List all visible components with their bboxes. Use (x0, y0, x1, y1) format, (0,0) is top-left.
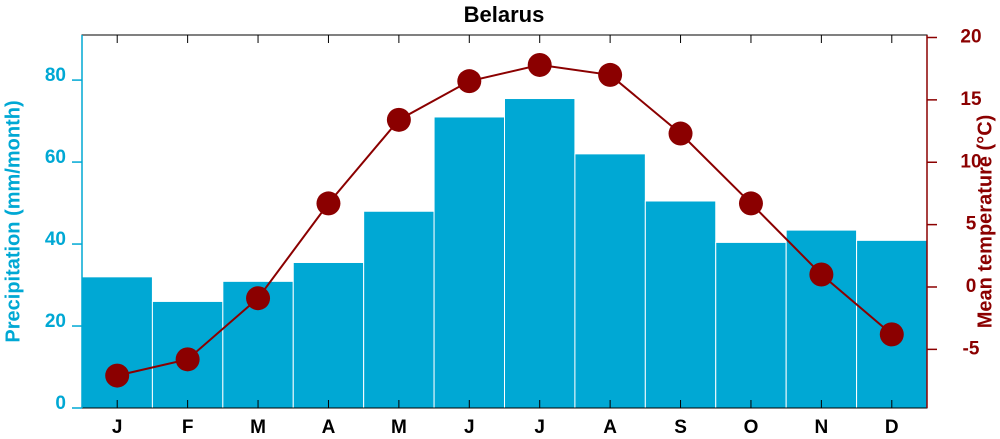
chart-title: Belarus (464, 2, 545, 27)
y2-axis-title: Mean temperature (°C) (974, 115, 996, 329)
temperature-point (246, 286, 271, 311)
bar (785, 229, 858, 409)
x-tick-label: F (182, 417, 194, 438)
x-tick-label: A (322, 417, 336, 438)
bar (574, 153, 646, 409)
temperature-point (598, 62, 623, 87)
temperature-point (386, 107, 411, 132)
y2-tick-label: 0 (966, 276, 977, 297)
temperature-point (457, 69, 482, 94)
bar (644, 200, 717, 409)
y2-tick-label: 15 (960, 89, 982, 110)
bar (433, 116, 506, 409)
y-tick-label: 40 (45, 229, 66, 250)
y-axis-title: Precipitation (mm/month) (2, 100, 24, 342)
x-tick-label: S (674, 417, 687, 438)
y2-tick-label: 5 (966, 214, 977, 235)
temperature-point (879, 322, 904, 347)
temperature-point (316, 191, 341, 216)
y-tick-label: 20 (45, 311, 66, 332)
x-tick-label: A (603, 417, 617, 438)
temperature-point (738, 191, 763, 216)
temperature-point (668, 121, 693, 146)
bar (81, 276, 153, 409)
x-tick-label: J (112, 417, 123, 438)
x-tick-label: M (250, 417, 266, 438)
y-tick-label: 80 (45, 65, 66, 86)
bar (363, 210, 435, 409)
y-tick-label: 60 (45, 147, 66, 168)
x-tick-label: N (815, 417, 829, 438)
x-tick-label: M (391, 417, 407, 438)
bar (292, 261, 365, 409)
temperature-point (809, 262, 834, 287)
y-tick-label: 0 (55, 393, 66, 414)
bar (504, 98, 576, 409)
y2-tick-label: 10 (960, 151, 981, 172)
x-tick-label: O (744, 417, 759, 438)
y2-tick-label: 20 (960, 27, 981, 48)
temperature-point (105, 363, 130, 388)
x-tick-label: D (885, 417, 899, 438)
bar (715, 241, 787, 409)
temperature-point (527, 52, 552, 77)
temperature-point (175, 347, 200, 372)
temperature-line (116, 63, 893, 377)
x-tick-label: J (534, 417, 545, 438)
y2-tick-label: -5 (963, 338, 980, 359)
x-tick-label: J (464, 417, 475, 438)
